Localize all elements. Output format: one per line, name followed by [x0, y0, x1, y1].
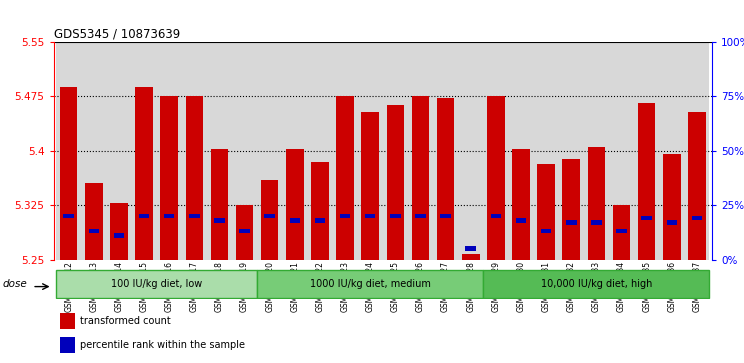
Bar	[490, 214, 501, 218]
Bar	[232, 42, 257, 260]
Bar	[663, 154, 681, 260]
Bar	[484, 42, 508, 260]
Bar	[358, 42, 382, 260]
FancyBboxPatch shape	[484, 270, 710, 298]
Bar	[282, 42, 307, 260]
Bar	[659, 42, 684, 260]
Bar	[89, 229, 99, 233]
Bar	[508, 42, 533, 260]
Bar	[161, 96, 178, 260]
Bar	[207, 42, 232, 260]
Bar	[462, 254, 480, 260]
Bar	[408, 42, 433, 260]
Bar	[458, 42, 484, 260]
Bar	[437, 98, 455, 260]
Bar	[390, 214, 400, 218]
Bar	[584, 42, 609, 260]
Bar	[106, 42, 132, 260]
Bar	[591, 220, 602, 225]
Bar	[315, 218, 325, 223]
Bar	[156, 42, 182, 260]
Text: 10,000 IU/kg diet, high: 10,000 IU/kg diet, high	[541, 279, 652, 289]
Text: transformed count: transformed count	[80, 317, 170, 326]
Bar	[411, 96, 429, 260]
Bar	[559, 42, 584, 260]
Bar	[487, 96, 504, 260]
Bar	[63, 214, 74, 218]
Bar	[533, 42, 559, 260]
Bar	[667, 220, 677, 225]
Bar	[382, 42, 408, 260]
Bar	[164, 214, 174, 218]
Bar	[110, 203, 128, 260]
Bar	[566, 220, 577, 225]
Bar	[189, 214, 199, 218]
Bar	[512, 149, 530, 260]
Bar	[387, 105, 404, 260]
Bar	[289, 218, 300, 223]
Bar	[257, 42, 282, 260]
Bar	[440, 214, 451, 218]
Bar	[684, 42, 710, 260]
Bar	[362, 112, 379, 260]
Bar	[336, 96, 354, 260]
FancyBboxPatch shape	[257, 270, 484, 298]
Bar	[132, 42, 156, 260]
Bar	[634, 42, 659, 260]
Bar	[692, 216, 702, 220]
Bar	[613, 205, 630, 260]
Text: 1000 IU/kg diet, medium: 1000 IU/kg diet, medium	[310, 279, 431, 289]
Bar	[588, 147, 605, 260]
Bar	[609, 42, 634, 260]
Bar	[433, 42, 458, 260]
Bar	[516, 218, 526, 223]
Bar	[641, 216, 652, 220]
Bar	[311, 162, 329, 260]
Text: dose: dose	[2, 279, 27, 289]
Bar	[415, 214, 426, 218]
Bar	[60, 314, 74, 329]
Bar	[616, 229, 626, 233]
Bar	[240, 229, 250, 233]
Bar	[261, 180, 278, 260]
Bar	[56, 42, 81, 260]
Bar	[135, 87, 153, 260]
Bar	[139, 214, 150, 218]
Bar	[307, 42, 333, 260]
Bar	[182, 42, 207, 260]
Text: 100 IU/kg diet, low: 100 IU/kg diet, low	[111, 279, 202, 289]
Bar	[638, 103, 655, 260]
Bar	[541, 229, 551, 233]
Bar	[114, 233, 124, 238]
Bar	[340, 214, 350, 218]
Bar	[214, 218, 225, 223]
Bar	[81, 42, 106, 260]
Bar	[333, 42, 358, 260]
Bar	[365, 214, 376, 218]
Bar	[60, 337, 74, 353]
Bar	[85, 183, 103, 260]
Text: GDS5345 / 10873639: GDS5345 / 10873639	[54, 28, 180, 41]
Bar	[211, 149, 228, 260]
Bar	[562, 159, 580, 260]
Bar	[264, 214, 275, 218]
Bar	[60, 87, 77, 260]
Bar	[537, 164, 555, 260]
Bar	[236, 205, 254, 260]
Text: percentile rank within the sample: percentile rank within the sample	[80, 340, 245, 350]
Bar	[286, 149, 304, 260]
FancyBboxPatch shape	[56, 270, 257, 298]
Bar	[466, 246, 476, 251]
Bar	[688, 112, 706, 260]
Bar	[185, 96, 203, 260]
